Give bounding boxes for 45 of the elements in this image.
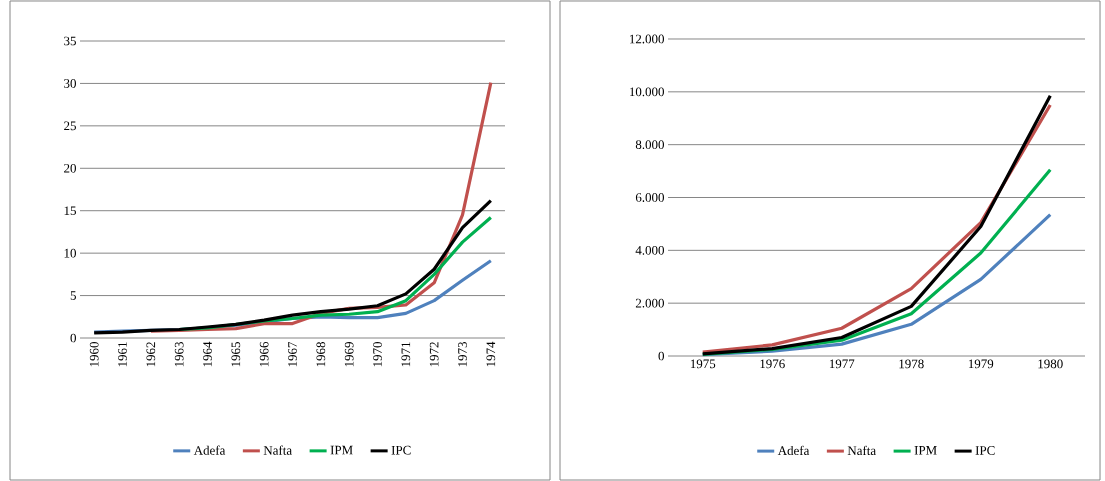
y-tick-label: 8.000: [635, 140, 664, 150]
legend-label: IPM: [914, 446, 937, 455]
x-tick-label: 1977: [829, 359, 855, 369]
x-tick-label: 1961: [118, 342, 127, 367]
x-tick-label: 1967: [288, 341, 297, 367]
x-tick-label: 1979: [968, 359, 994, 369]
x-tick-label: 1980: [1038, 359, 1063, 369]
y-tick-label: 6.000: [635, 193, 664, 202]
legend-label: Adefa: [777, 445, 810, 456]
x-tick-label: 1970: [373, 342, 382, 367]
x-tick-label: 1974: [486, 341, 496, 367]
legend-label: Nafta: [847, 445, 876, 456]
x-tick-label: 1973: [458, 342, 467, 367]
y-tick-label: 2.000: [635, 298, 664, 308]
legend-label: IPC: [391, 445, 411, 455]
line-series: [92, 198, 493, 335]
x-tick-label: 1963: [174, 342, 184, 367]
legend-label: IPC: [975, 446, 995, 455]
legend-label: Adefa: [193, 445, 226, 455]
x-tick-label: 1971: [401, 342, 411, 367]
x-tick-label: 1965: [231, 342, 241, 367]
y-tick-label: 10.000: [630, 87, 664, 97]
legend-label: Nafta: [263, 445, 292, 455]
y-tick-label: 25: [64, 121, 76, 131]
y-tick-label: 20: [64, 163, 76, 173]
x-tick-label: 1972: [429, 342, 439, 367]
y-tick-label: 4.000: [635, 245, 664, 255]
y-tick-label: 0: [658, 351, 664, 361]
legend-label: IPM: [330, 445, 353, 455]
y-tick-label: 0: [70, 333, 76, 343]
x-tick-label: 1978: [899, 359, 924, 369]
x-tick-label: 1962: [146, 342, 156, 367]
y-tick-label: 5: [70, 291, 76, 300]
y-tick-label: 35: [64, 36, 76, 46]
x-tick-label: 1964: [203, 341, 212, 367]
x-tick-label: 1960: [89, 342, 99, 367]
x-tick-label: 1969: [344, 342, 354, 367]
y-tick-label: 15: [64, 206, 76, 216]
x-tick-label: 1968: [316, 342, 326, 367]
x-tick-label: 1966: [259, 341, 269, 367]
y-tick-label: 12.000: [630, 34, 664, 44]
y-tick-label: 10: [64, 248, 76, 258]
x-tick-label: 1976: [760, 359, 785, 369]
y-tick-label: 30: [64, 79, 76, 88]
x-tick-label: 1975: [690, 359, 716, 369]
